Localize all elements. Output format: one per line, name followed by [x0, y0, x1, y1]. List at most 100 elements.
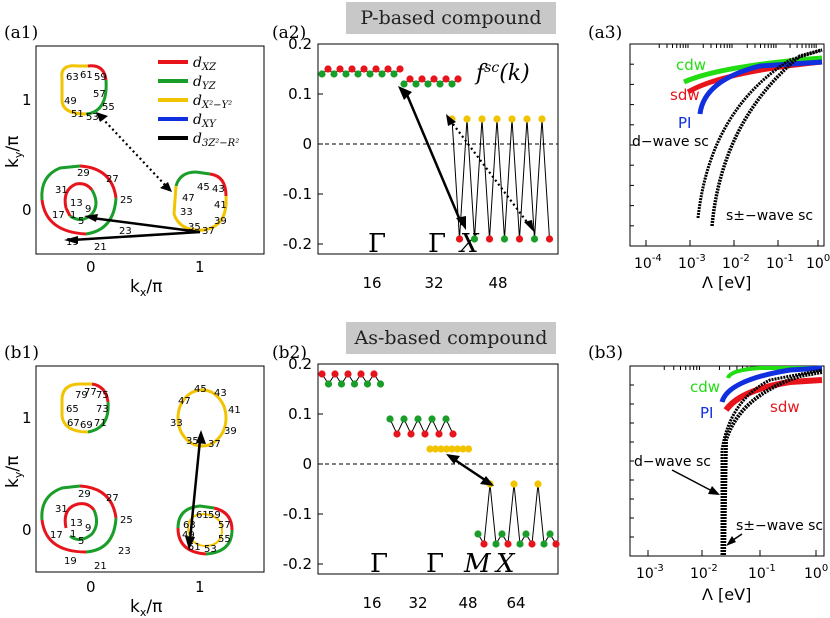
xtick-0: 0	[86, 578, 96, 596]
data-point	[337, 380, 346, 388]
path-label: Γ	[370, 549, 388, 579]
xtick-label: 100	[806, 253, 830, 272]
data-point	[528, 540, 536, 548]
data-point	[454, 75, 462, 83]
banner-p-based: P-based compound	[346, 2, 556, 34]
fs-num: 61	[80, 70, 93, 81]
data-point	[372, 65, 380, 73]
fs-num: 45	[197, 182, 210, 193]
ytick-1: 1	[22, 91, 32, 109]
data-point	[431, 445, 440, 453]
label-pi: PI	[678, 114, 691, 132]
fs-num: 75	[96, 390, 109, 401]
ytick-label: -0.2	[283, 235, 312, 253]
data-point	[435, 430, 443, 438]
fs-num: 1	[70, 210, 76, 221]
fs-num: 57	[93, 89, 106, 100]
label-s-wave: s±−wave sc	[736, 518, 823, 534]
data-point	[500, 235, 509, 243]
fs-num: 39	[224, 426, 237, 437]
fs-num: 59	[94, 72, 107, 83]
xtick-label: 16	[362, 594, 381, 612]
fs-num: 9	[85, 204, 91, 215]
data-point	[406, 75, 414, 83]
fs-num: 9	[85, 523, 91, 534]
fs-num: 13	[70, 518, 83, 529]
fs-num: 55	[218, 534, 231, 545]
data-point	[485, 235, 494, 243]
data-point	[363, 380, 372, 388]
y-axis-label: ky/π	[3, 136, 25, 168]
fs-num: 33	[180, 207, 193, 218]
path-label: X	[458, 229, 480, 259]
data-point	[546, 530, 554, 538]
xtick-label: 48	[488, 274, 507, 292]
fs-num: 79	[75, 390, 88, 401]
xtick-label: 100	[804, 563, 828, 582]
fs-num: 77	[84, 387, 97, 398]
orbital-legend: dXZ dYZ dX²−Y² dXY d3Z²−R²	[158, 55, 239, 149]
label-a1: (a1)	[4, 23, 38, 43]
series-line	[403, 78, 459, 85]
curve-d-sc	[696, 48, 823, 219]
data-point	[330, 70, 338, 78]
data-point	[348, 65, 356, 73]
data-point	[354, 70, 362, 78]
label-a3: (a3)	[588, 23, 622, 43]
fs-num: 31	[55, 185, 68, 196]
xtick-label: 16	[362, 274, 381, 292]
data-point	[470, 235, 479, 243]
x-axis-label: kx/π	[130, 277, 162, 299]
ytick-label: 0.2	[288, 35, 312, 53]
series-line	[477, 483, 557, 546]
data-point	[552, 540, 560, 548]
fs-num: 51	[188, 542, 201, 553]
data-point	[453, 445, 462, 453]
data-point	[376, 380, 385, 388]
data-point	[538, 115, 546, 123]
fs-num: 23	[118, 546, 131, 557]
fs-num: 21	[94, 242, 107, 253]
data-point	[516, 540, 524, 548]
data-point	[370, 370, 378, 378]
fs-panel-a1: 63 61 59 49 57 51 53 55 29 27 31 25 13 1…	[3, 45, 265, 299]
x-axis-label: Λ [eV]	[702, 585, 751, 604]
data-point	[421, 430, 429, 438]
fs-num: 43	[214, 388, 227, 399]
ytick-label: 0.1	[288, 405, 312, 423]
data-point	[474, 530, 482, 538]
fs-num: 41	[228, 405, 241, 416]
fs-num: 17	[50, 530, 63, 541]
data-point	[424, 80, 432, 88]
fs-num: 49	[64, 96, 77, 107]
fs-num: 13	[70, 198, 83, 209]
y-axis-label: ky/π	[3, 456, 25, 488]
data-point	[430, 75, 438, 83]
data-point	[350, 380, 359, 388]
data-point	[428, 415, 436, 423]
data-point	[342, 70, 350, 78]
curve-pi	[697, 59, 823, 115]
data-point	[534, 480, 542, 488]
fs-num: 25	[120, 515, 133, 526]
path-label: Γ	[428, 229, 446, 259]
xtick-label: 10-1	[766, 253, 794, 272]
data-point	[498, 530, 506, 538]
data-point	[318, 370, 326, 378]
data-point	[426, 445, 434, 453]
data-point	[357, 370, 365, 378]
label-cdw: cdw	[676, 56, 706, 74]
path-label: X	[494, 549, 516, 579]
data-point	[449, 430, 457, 438]
data-point	[412, 80, 420, 88]
data-point	[344, 370, 352, 378]
label-sdw: sdw	[670, 86, 700, 104]
data-point	[378, 70, 386, 78]
data-point	[442, 415, 450, 423]
data-point	[459, 445, 467, 453]
fs-num: 55	[102, 102, 115, 113]
fs-num: 63	[66, 72, 79, 83]
xtick-label: 48	[458, 594, 477, 612]
label-s-wave: s±−wave sc	[726, 208, 813, 224]
